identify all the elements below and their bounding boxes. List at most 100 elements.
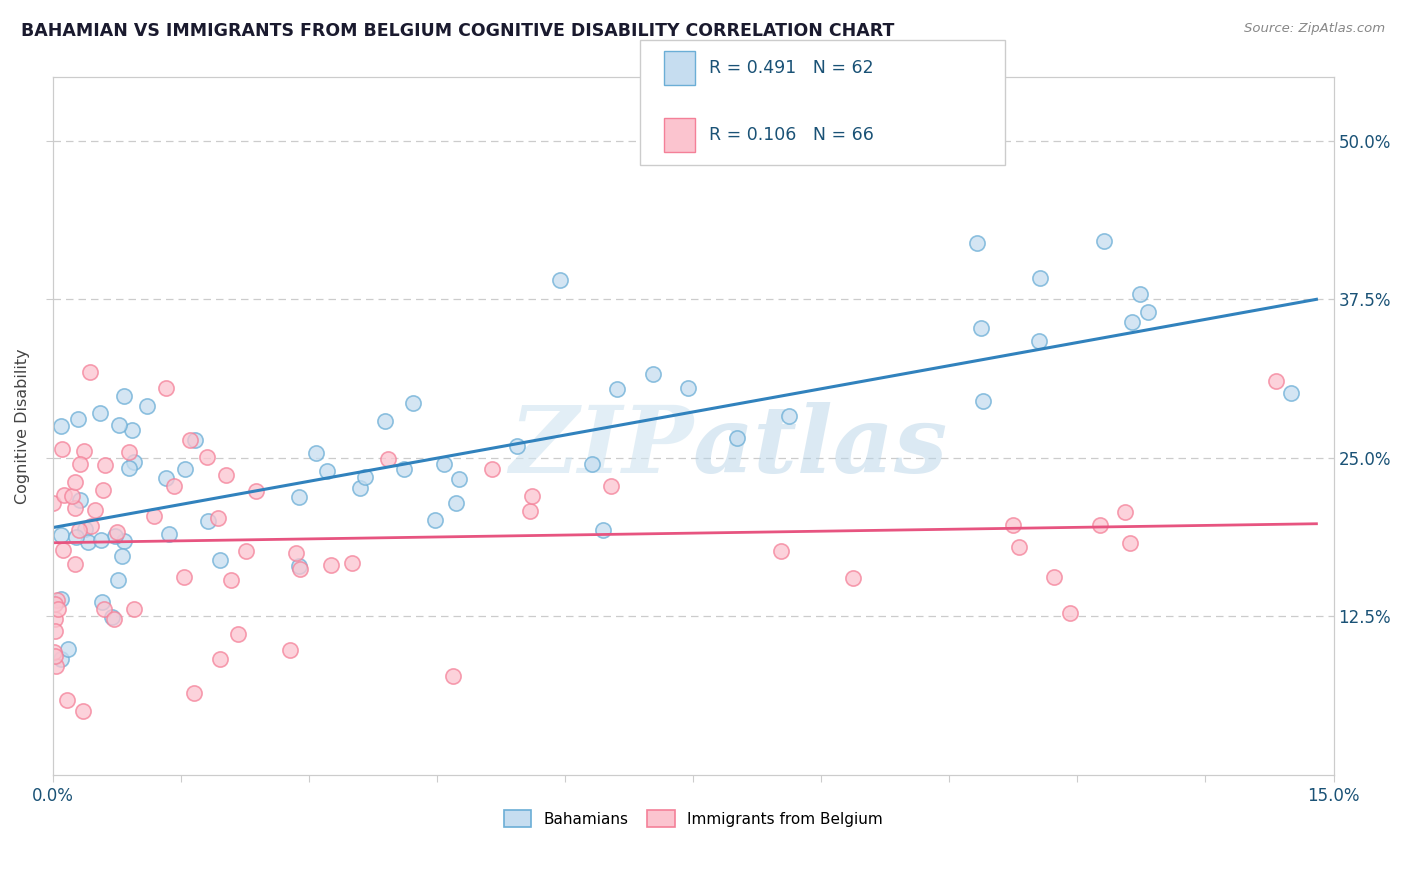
Point [76,535,98,549]
Text: R = 0.491   N = 62: R = 0.491 N = 62 [709,59,873,77]
Point [44,598,66,612]
Point [83,503,105,517]
Point [51,442,73,456]
Point [520,490,543,504]
Point [69,457,91,471]
Point [600,478,623,492]
Point [1114,505,1136,519]
Point [342,556,364,570]
Point [63,557,86,571]
Point [51,652,73,666]
Point [305,446,328,460]
Point [402,395,425,409]
Point [44,624,66,638]
Point [51,528,73,542]
Point [69,492,91,507]
Point [1029,271,1052,285]
Point [55,693,77,707]
Point [581,458,603,472]
Point [157,526,180,541]
Text: R = 0.106   N = 66: R = 0.106 N = 66 [709,126,873,144]
Point [288,558,311,573]
Point [124,455,146,469]
Point [155,381,177,395]
Point [108,418,131,433]
Point [72,443,94,458]
Point [441,668,464,682]
Point [93,602,115,616]
Point [373,414,395,428]
Point [1119,536,1142,550]
Point [118,445,141,459]
Point [155,471,177,485]
Point [118,461,141,475]
Point [42,496,65,510]
Point [1129,287,1152,301]
Point [53,487,76,501]
Point [183,686,205,700]
Point [285,546,308,560]
Point [1279,386,1302,401]
Point [56,641,79,656]
Point [394,462,416,476]
Point [606,382,628,396]
Point [67,523,90,537]
Point [112,389,135,403]
Point [195,450,218,464]
Point [1028,334,1050,348]
Point [91,595,114,609]
Point [506,439,529,453]
Point [89,406,111,420]
Text: BAHAMIAN VS IMMIGRANTS FROM BELGIUM COGNITIVE DISABILITY CORRELATION CHART: BAHAMIAN VS IMMIGRANTS FROM BELGIUM COGN… [21,22,894,40]
Point [163,479,186,493]
Point [972,394,994,409]
Text: Source: ZipAtlas.com: Source: ZipAtlas.com [1244,22,1385,36]
Y-axis label: Cognitive Disability: Cognitive Disability [15,348,30,504]
Point [1001,518,1024,533]
Point [287,490,309,504]
Point [288,562,311,576]
Point [65,530,87,544]
Point [66,411,89,425]
Point [73,522,96,536]
Point [105,525,128,540]
Point [319,558,342,572]
Point [676,381,699,395]
Point [173,570,195,584]
Point [44,648,66,663]
Point [142,509,165,524]
Point [63,475,86,490]
Point [79,365,101,379]
Point [278,643,301,657]
Point [447,472,470,486]
Point [112,533,135,548]
Point [245,483,267,498]
Point [1092,234,1115,248]
Point [173,462,195,476]
Point [641,367,664,381]
Point [215,468,238,483]
Point [377,451,399,466]
Point [1059,607,1081,621]
Point [136,399,159,413]
Point [235,543,257,558]
Point [103,529,125,543]
Point [444,496,467,510]
Point [46,593,69,607]
Point [226,626,249,640]
Point [1007,540,1029,554]
Point [316,464,339,478]
Point [966,236,988,251]
Text: atlas: atlas [693,402,949,492]
Point [354,470,377,484]
Point [103,612,125,626]
Point [42,645,65,659]
Point [778,409,800,424]
Point [349,481,371,495]
Point [1136,304,1159,318]
Point [52,543,75,558]
Point [519,504,541,518]
Point [1088,518,1111,533]
Point [51,592,73,607]
Text: ZIP: ZIP [509,402,693,492]
